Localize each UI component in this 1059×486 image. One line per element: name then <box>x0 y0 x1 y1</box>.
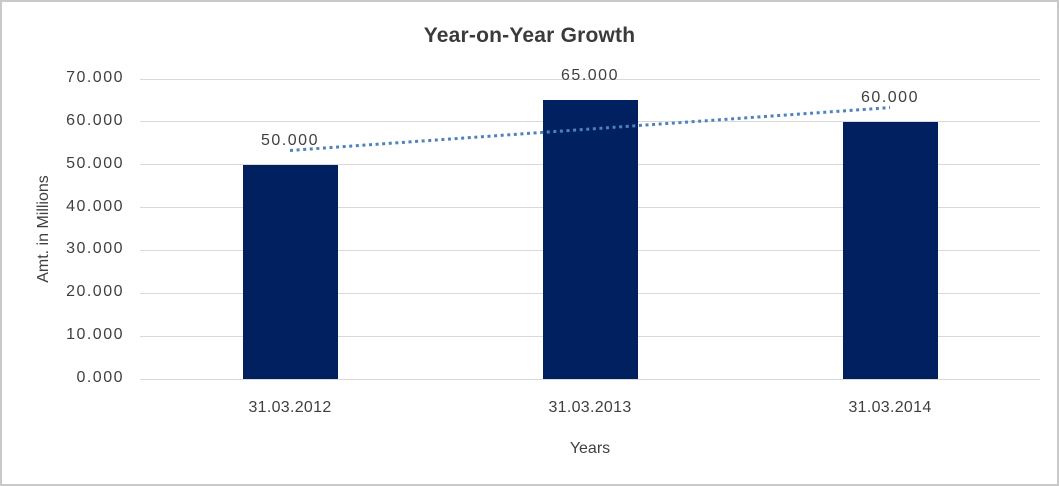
y-tick-label: 50.000 <box>66 154 124 172</box>
y-tick-label: 60.000 <box>66 111 124 129</box>
y-axis-title: Amt. in Millions <box>35 175 52 283</box>
x-tick-label: 31.03.2013 <box>548 399 632 416</box>
bar <box>842 121 938 379</box>
bar <box>242 164 338 379</box>
bar-data-label: 50.000 <box>261 131 319 149</box>
y-tick-label: 70.000 <box>66 69 124 86</box>
y-tick-label: 30.000 <box>66 240 124 258</box>
y-tick-label: 10.000 <box>66 326 124 344</box>
x-tick-label: 31.03.2012 <box>248 399 332 416</box>
bar-data-label: 60.000 <box>861 88 919 106</box>
x-tick-label: 31.03.2014 <box>848 399 932 416</box>
y-tick-label: 40.000 <box>66 197 124 215</box>
y-tick-label: 20.000 <box>66 283 124 301</box>
bar <box>542 100 638 379</box>
y-tick-label: 0.000 <box>76 369 124 386</box>
chart-title: Year-on-Year Growth <box>423 24 636 47</box>
gridline <box>140 378 1040 380</box>
x-axis-title: Years <box>569 440 611 457</box>
gridline <box>140 78 1040 80</box>
bar-data-label: 65.000 <box>561 67 619 85</box>
